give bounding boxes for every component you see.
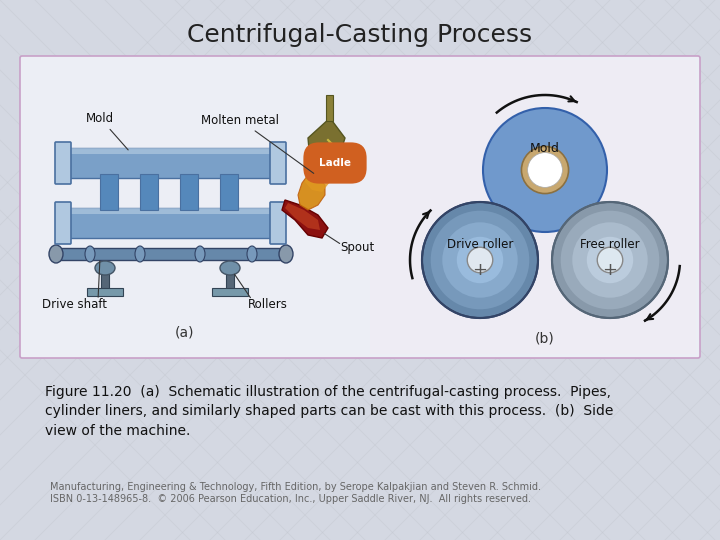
- Text: Rollers: Rollers: [248, 299, 288, 312]
- Ellipse shape: [95, 261, 115, 275]
- Text: Free roller: Free roller: [580, 238, 640, 251]
- Text: (b): (b): [535, 331, 555, 345]
- Bar: [226, 268, 234, 290]
- Bar: [65, 148, 275, 154]
- Text: Manufacturing, Engineering & Technology, Fifth Edition, by Serope Kalpakjian and: Manufacturing, Engineering & Technology,…: [50, 482, 541, 492]
- Circle shape: [561, 211, 660, 309]
- FancyBboxPatch shape: [20, 56, 700, 358]
- Bar: [212, 288, 248, 296]
- Bar: [140, 174, 158, 210]
- Text: Spout: Spout: [340, 241, 374, 254]
- Bar: [100, 174, 118, 210]
- FancyBboxPatch shape: [55, 142, 71, 184]
- Bar: [220, 174, 238, 210]
- Text: (a): (a): [175, 325, 194, 339]
- Text: Molten metal: Molten metal: [201, 113, 314, 173]
- Circle shape: [422, 202, 538, 318]
- FancyBboxPatch shape: [270, 142, 286, 184]
- Circle shape: [598, 247, 623, 273]
- Text: Ladle: Ladle: [319, 158, 351, 168]
- FancyBboxPatch shape: [270, 202, 286, 244]
- Bar: [370, 60, 696, 354]
- Text: Mold: Mold: [530, 141, 560, 154]
- Polygon shape: [305, 165, 330, 192]
- Text: +: +: [603, 261, 618, 279]
- Circle shape: [528, 153, 562, 187]
- Circle shape: [467, 247, 492, 273]
- Circle shape: [456, 237, 503, 283]
- Ellipse shape: [247, 246, 257, 262]
- Circle shape: [587, 237, 633, 283]
- Polygon shape: [308, 118, 345, 168]
- Bar: [56, 248, 286, 260]
- Ellipse shape: [279, 245, 293, 263]
- Text: Drive roller: Drive roller: [447, 238, 513, 251]
- Bar: [65, 208, 275, 238]
- Polygon shape: [285, 203, 320, 230]
- Text: +: +: [472, 261, 487, 279]
- Polygon shape: [282, 200, 328, 238]
- Bar: [326, 95, 333, 121]
- Ellipse shape: [49, 245, 63, 263]
- Text: Figure 11.20  (a)  Schematic illustration of the centrifugal-casting process.  P: Figure 11.20 (a) Schematic illustration …: [45, 385, 613, 438]
- Bar: [101, 268, 109, 290]
- Bar: [87, 288, 123, 296]
- Text: Drive shaft: Drive shaft: [42, 299, 107, 312]
- Bar: [65, 148, 275, 178]
- Text: Centrifugal-Casting Process: Centrifugal-Casting Process: [187, 23, 533, 47]
- Circle shape: [521, 146, 569, 193]
- Bar: [180, 174, 198, 210]
- Circle shape: [431, 211, 529, 309]
- Circle shape: [552, 202, 668, 318]
- Circle shape: [572, 222, 648, 298]
- Text: ISBN 0-13-148965-8.  © 2006 Pearson Education, Inc., Upper Saddle River, NJ.  Al: ISBN 0-13-148965-8. © 2006 Pearson Educa…: [50, 494, 531, 504]
- FancyBboxPatch shape: [55, 202, 71, 244]
- Polygon shape: [298, 175, 325, 210]
- Circle shape: [442, 222, 518, 298]
- Ellipse shape: [220, 261, 240, 275]
- Text: Mold: Mold: [86, 111, 128, 150]
- Circle shape: [483, 108, 607, 232]
- Ellipse shape: [195, 246, 205, 262]
- Bar: [65, 208, 275, 214]
- Ellipse shape: [85, 246, 95, 262]
- Ellipse shape: [135, 246, 145, 262]
